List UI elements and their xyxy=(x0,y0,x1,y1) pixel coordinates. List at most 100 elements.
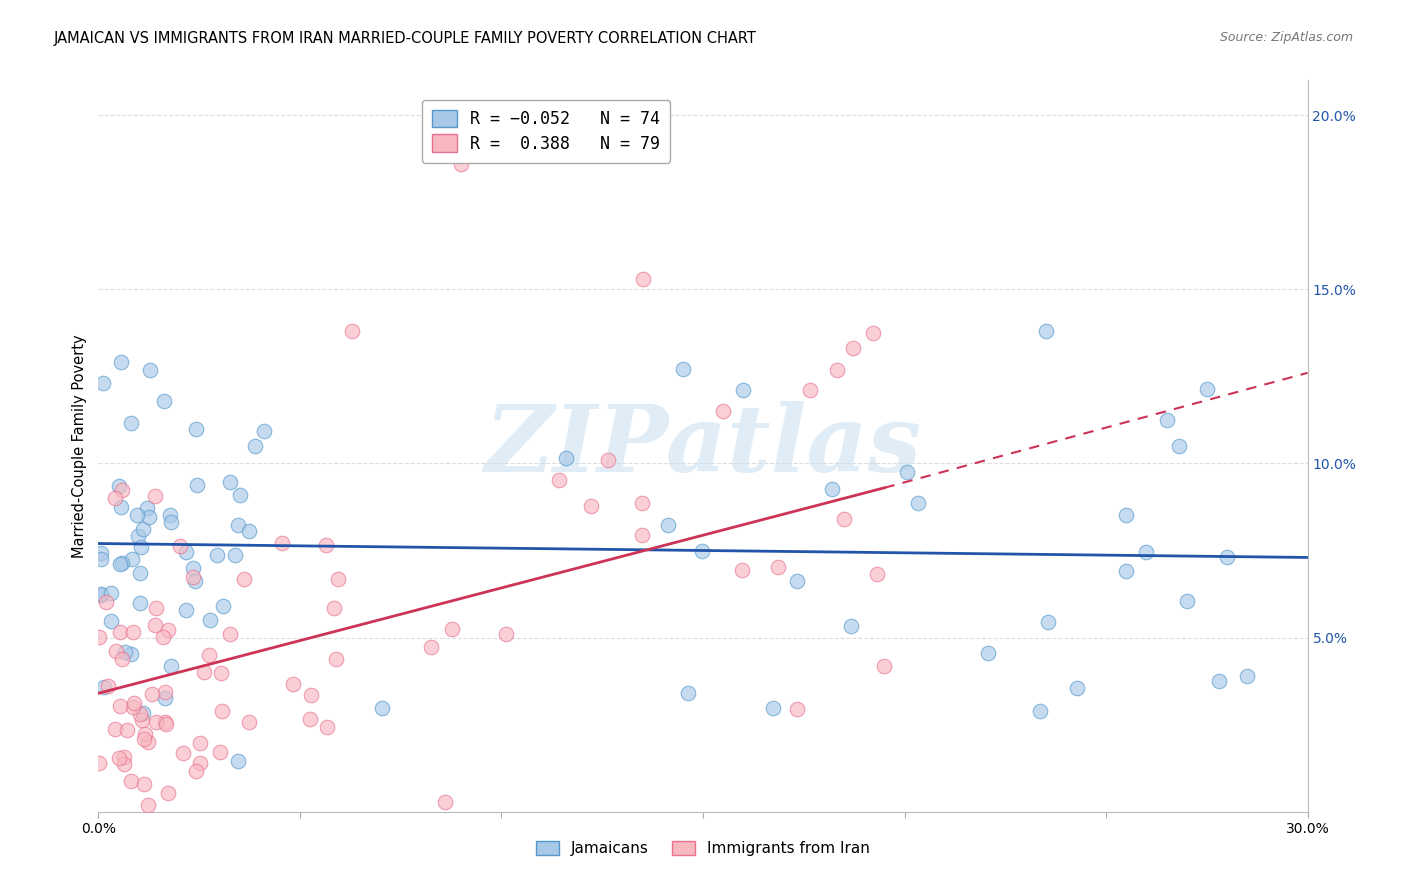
Point xyxy=(104,644,127,658)
Point xyxy=(136,500,159,515)
Point xyxy=(657,518,679,533)
Point xyxy=(121,699,143,714)
Point xyxy=(152,393,174,408)
Point xyxy=(90,552,112,566)
Point xyxy=(420,640,443,654)
Point xyxy=(97,679,120,693)
Point xyxy=(159,508,181,522)
Point xyxy=(125,508,148,522)
Point xyxy=(1208,673,1230,688)
Point xyxy=(131,713,153,727)
Point xyxy=(132,732,155,747)
Point xyxy=(159,658,181,673)
Point xyxy=(121,552,143,566)
Point xyxy=(730,563,752,577)
Point xyxy=(188,756,211,770)
Point xyxy=(90,546,112,560)
Point xyxy=(548,474,571,488)
Point xyxy=(138,510,160,524)
Point xyxy=(554,450,576,465)
Point xyxy=(90,587,112,601)
Point xyxy=(1167,439,1189,453)
Point xyxy=(108,698,131,713)
Point xyxy=(136,735,159,749)
Point xyxy=(219,475,242,489)
Text: ZIPatlas: ZIPatlas xyxy=(485,401,921,491)
Point xyxy=(120,417,142,431)
Point xyxy=(907,495,929,509)
Point xyxy=(112,750,135,764)
Point xyxy=(440,623,463,637)
Point xyxy=(157,786,180,800)
Point xyxy=(711,404,734,418)
Point xyxy=(108,625,131,640)
Point xyxy=(371,700,394,714)
Point xyxy=(328,572,350,586)
Point xyxy=(229,487,252,501)
Point xyxy=(129,566,152,581)
Point xyxy=(298,712,321,726)
Point xyxy=(155,717,177,731)
Point xyxy=(1066,681,1088,695)
Point xyxy=(110,354,132,368)
Point xyxy=(450,157,472,171)
Point xyxy=(176,545,198,559)
Point xyxy=(157,623,180,637)
Point xyxy=(91,376,114,391)
Point xyxy=(104,722,127,736)
Point xyxy=(160,516,183,530)
Point xyxy=(129,707,152,722)
Point xyxy=(581,499,603,513)
Point xyxy=(226,754,249,768)
Point xyxy=(821,483,844,497)
Point xyxy=(143,489,166,503)
Point xyxy=(832,512,855,526)
Point xyxy=(129,595,152,609)
Point xyxy=(342,324,364,338)
Point xyxy=(184,574,207,588)
Point xyxy=(1216,549,1239,564)
Point xyxy=(316,720,339,734)
Point xyxy=(325,652,347,666)
Point xyxy=(141,687,163,701)
Point xyxy=(211,599,233,613)
Point xyxy=(114,756,136,771)
Point xyxy=(90,588,112,602)
Point xyxy=(94,595,117,609)
Point xyxy=(115,723,138,738)
Point xyxy=(232,573,254,587)
Point xyxy=(122,624,145,639)
Point xyxy=(174,602,197,616)
Point xyxy=(93,680,115,694)
Point xyxy=(155,685,177,699)
Point xyxy=(862,326,884,340)
Point xyxy=(129,541,152,555)
Point xyxy=(253,424,276,438)
Point xyxy=(1135,545,1157,559)
Point xyxy=(495,627,517,641)
Point xyxy=(690,544,713,558)
Text: Source: ZipAtlas.com: Source: ZipAtlas.com xyxy=(1219,31,1353,45)
Point xyxy=(184,422,207,436)
Point xyxy=(1035,324,1057,338)
Y-axis label: Married-Couple Family Poverty: Married-Couple Family Poverty xyxy=(72,334,87,558)
Point xyxy=(139,362,162,376)
Point xyxy=(238,524,260,539)
Point xyxy=(768,559,790,574)
Point xyxy=(226,518,249,533)
Point xyxy=(198,613,221,627)
Text: JAMAICAN VS IMMIGRANTS FROM IRAN MARRIED-COUPLE FAMILY POVERTY CORRELATION CHART: JAMAICAN VS IMMIGRANTS FROM IRAN MARRIED… xyxy=(53,31,756,46)
Point xyxy=(299,688,322,702)
Point xyxy=(977,646,1000,660)
Point xyxy=(238,715,260,730)
Point xyxy=(110,558,132,572)
Point xyxy=(104,491,127,505)
Point xyxy=(132,522,155,536)
Point xyxy=(87,630,110,644)
Point xyxy=(169,539,191,553)
Point xyxy=(209,666,232,681)
Point xyxy=(145,715,167,730)
Point xyxy=(283,677,305,691)
Point xyxy=(186,478,208,492)
Point xyxy=(87,756,110,771)
